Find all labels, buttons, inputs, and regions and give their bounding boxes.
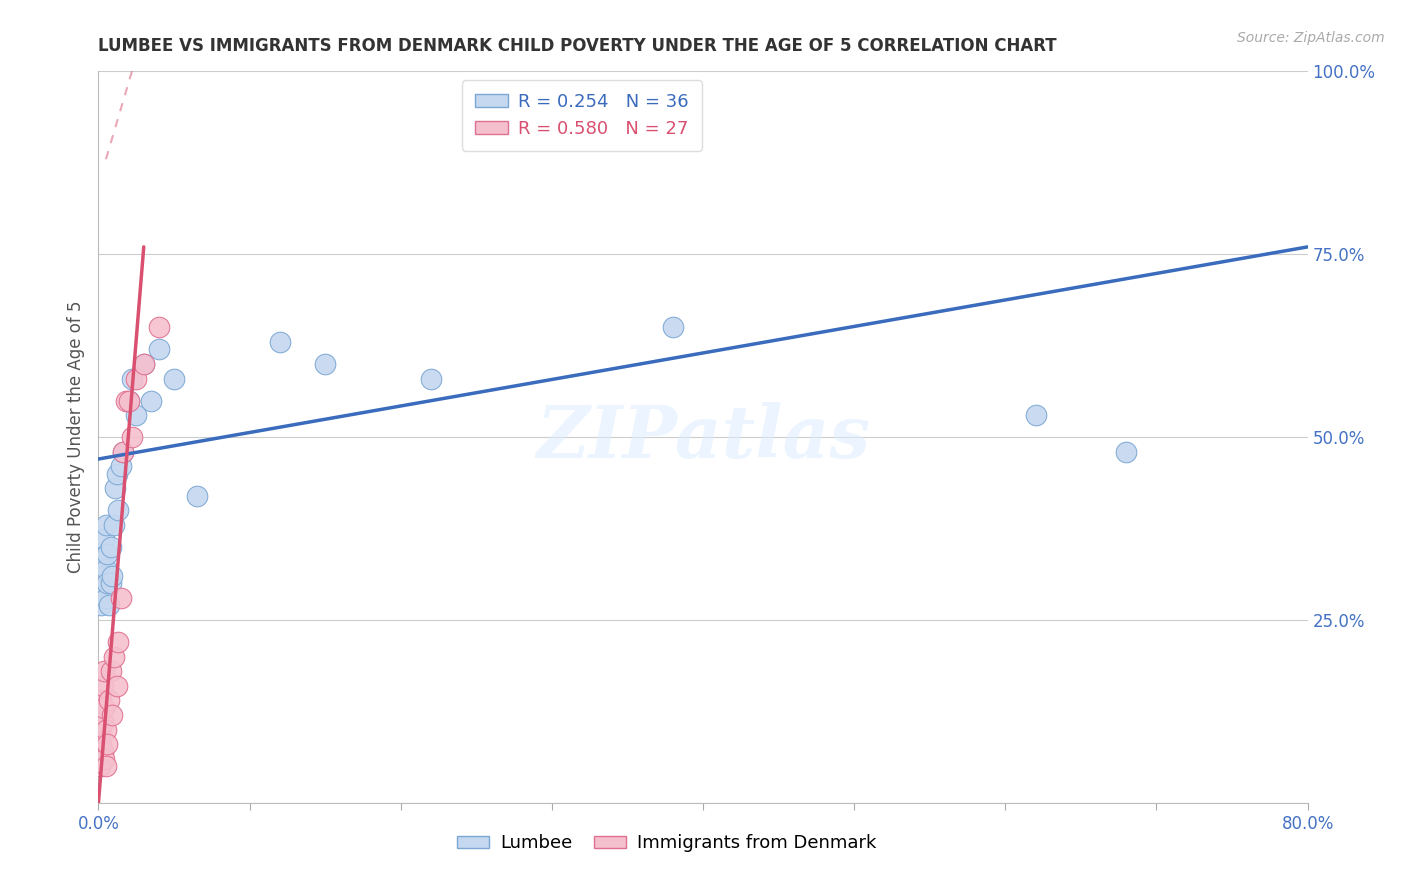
- Point: [114, 393, 136, 408]
- Point: [93, 533, 115, 547]
- Point: [90, 693, 112, 707]
- Point: [103, 517, 125, 532]
- Point: [91, 583, 114, 598]
- Point: [111, 444, 134, 458]
- Point: [148, 343, 170, 357]
- Point: [110, 591, 132, 605]
- Point: [100, 540, 122, 554]
- Point: [98, 693, 121, 707]
- Point: [163, 371, 186, 385]
- Text: ZIPatlas: ZIPatlas: [536, 401, 870, 473]
- Point: [661, 320, 683, 334]
- Point: [96, 737, 118, 751]
- Point: [420, 371, 443, 385]
- Point: [1024, 408, 1046, 422]
- Point: [111, 444, 134, 458]
- Point: [94, 517, 117, 532]
- Legend: Lumbee, Immigrants from Denmark: Lumbee, Immigrants from Denmark: [450, 827, 884, 860]
- Point: [103, 649, 125, 664]
- Point: [1115, 444, 1137, 458]
- Point: [93, 700, 115, 714]
- Point: [141, 393, 163, 408]
- Point: [186, 489, 208, 503]
- Point: [101, 569, 124, 583]
- Point: [121, 430, 143, 444]
- Point: [125, 371, 148, 385]
- Point: [96, 576, 118, 591]
- Point: [91, 554, 114, 568]
- Point: [125, 408, 148, 422]
- Point: [118, 393, 141, 408]
- Point: [104, 481, 127, 495]
- Point: [91, 679, 114, 693]
- Point: [118, 393, 141, 408]
- Point: [100, 664, 122, 678]
- Point: [93, 752, 115, 766]
- Point: [107, 503, 129, 517]
- Point: [105, 467, 128, 481]
- Point: [93, 569, 115, 583]
- Point: [94, 723, 117, 737]
- Point: [101, 708, 124, 723]
- Text: Source: ZipAtlas.com: Source: ZipAtlas.com: [1237, 31, 1385, 45]
- Point: [98, 599, 121, 613]
- Y-axis label: Child Poverty Under the Age of 5: Child Poverty Under the Age of 5: [66, 301, 84, 574]
- Point: [89, 576, 111, 591]
- Point: [89, 759, 111, 773]
- Point: [105, 679, 128, 693]
- Point: [90, 737, 112, 751]
- Point: [94, 759, 117, 773]
- Point: [94, 562, 117, 576]
- Point: [269, 334, 291, 349]
- Point: [90, 547, 112, 561]
- Point: [107, 635, 129, 649]
- Point: [96, 547, 118, 561]
- Point: [121, 371, 143, 385]
- Point: [91, 745, 114, 759]
- Point: [314, 357, 336, 371]
- Point: [100, 576, 122, 591]
- Point: [132, 357, 155, 371]
- Point: [93, 664, 115, 678]
- Text: LUMBEE VS IMMIGRANTS FROM DENMARK CHILD POVERTY UNDER THE AGE OF 5 CORRELATION C: LUMBEE VS IMMIGRANTS FROM DENMARK CHILD …: [98, 37, 1057, 54]
- Point: [91, 715, 114, 730]
- Point: [90, 599, 112, 613]
- Point: [110, 459, 132, 474]
- Point: [89, 723, 111, 737]
- Point: [148, 320, 170, 334]
- Point: [94, 591, 117, 605]
- Point: [132, 357, 155, 371]
